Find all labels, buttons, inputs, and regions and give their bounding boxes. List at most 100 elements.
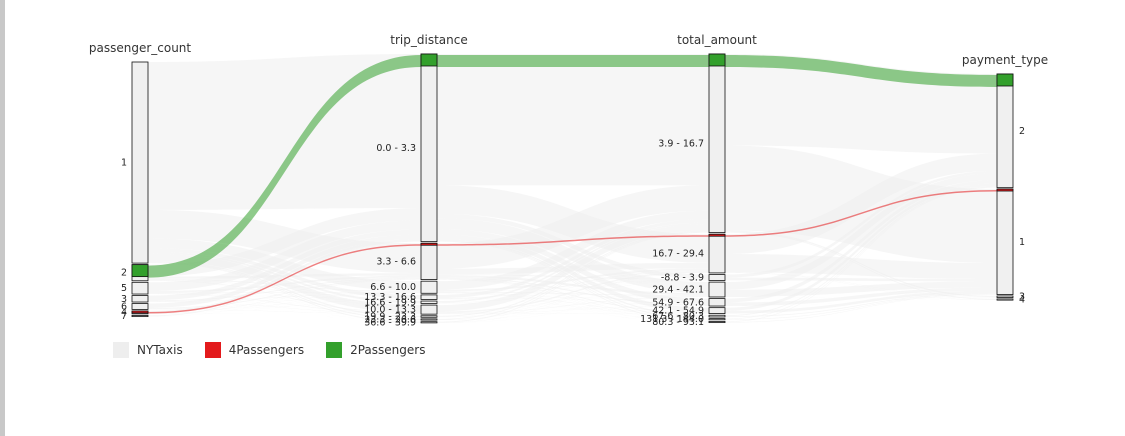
ribbon-base[interactable] bbox=[725, 290, 997, 314]
ribbon-base[interactable] bbox=[725, 296, 997, 301]
ribbon-base[interactable] bbox=[437, 280, 709, 299]
ribbon-base[interactable] bbox=[437, 314, 709, 317]
ribbon-4passengers[interactable] bbox=[148, 244, 421, 314]
ribbon-base[interactable] bbox=[148, 220, 421, 291]
ribbon-base[interactable] bbox=[148, 293, 421, 318]
category-box-trip-distance-0-0-3-3[interactable] bbox=[420, 53, 438, 243]
ribbon-base[interactable] bbox=[148, 54, 421, 210]
category-box-trip-distance-13-3-16-6[interactable] bbox=[420, 294, 438, 300]
ribbon-base[interactable] bbox=[437, 272, 709, 320]
ribbon-base[interactable] bbox=[725, 293, 997, 320]
ribbon-base[interactable] bbox=[148, 293, 421, 321]
ribbon-base[interactable] bbox=[437, 218, 709, 294]
category-box-trip-distance-3-3-6-6[interactable] bbox=[420, 242, 438, 280]
ribbon-base[interactable] bbox=[437, 224, 709, 312]
ribbon-base[interactable] bbox=[437, 222, 709, 303]
ribbon-base[interactable] bbox=[437, 231, 709, 320]
ribbon-base[interactable] bbox=[148, 292, 421, 302]
ribbon-base[interactable] bbox=[148, 261, 421, 320]
ribbon-base[interactable] bbox=[725, 153, 997, 255]
ribbon-base[interactable] bbox=[437, 278, 709, 313]
ribbon-base[interactable] bbox=[148, 293, 421, 304]
ribbon-base[interactable] bbox=[148, 280, 421, 314]
ribbon-base[interactable] bbox=[437, 296, 709, 323]
ribbon-base[interactable] bbox=[725, 281, 997, 297]
dimension-title-total-amount[interactable]: total_amount bbox=[677, 33, 757, 47]
ribbon-base[interactable] bbox=[725, 170, 997, 278]
ribbon-base[interactable] bbox=[437, 296, 709, 320]
ribbon-base[interactable] bbox=[437, 185, 709, 269]
legend-item-2passengers[interactable]: 2Passengers bbox=[326, 342, 425, 358]
ribbon-base[interactable] bbox=[725, 293, 997, 317]
ribbon-base[interactable] bbox=[437, 268, 709, 292]
category-box-payment-type-1[interactable] bbox=[996, 188, 1014, 295]
ribbon-base[interactable] bbox=[437, 303, 709, 314]
ribbon-base[interactable] bbox=[437, 230, 709, 317]
category-box-payment-type-3[interactable] bbox=[996, 295, 1014, 298]
ribbon-base[interactable] bbox=[437, 272, 709, 323]
category-box-trip-distance-19-9-23-3[interactable] bbox=[420, 315, 438, 318]
ribbon-base[interactable] bbox=[725, 277, 997, 282]
ribbon-2passengers[interactable] bbox=[437, 55, 709, 67]
ribbon-base[interactable] bbox=[437, 280, 709, 314]
ribbon-base[interactable] bbox=[148, 280, 421, 320]
ribbon-base[interactable] bbox=[148, 293, 421, 314]
ribbon-base[interactable] bbox=[725, 187, 997, 323]
ribbon-base[interactable] bbox=[148, 299, 421, 314]
ribbon-base[interactable] bbox=[148, 293, 421, 317]
ribbon-base[interactable] bbox=[148, 309, 421, 315]
ribbon-base[interactable] bbox=[437, 279, 709, 292]
ribbon-base[interactable] bbox=[148, 299, 421, 302]
ribbon-base[interactable] bbox=[148, 208, 421, 277]
ribbon-base[interactable] bbox=[437, 292, 709, 306]
ribbon-base[interactable] bbox=[437, 296, 709, 314]
ribbon-base[interactable] bbox=[437, 293, 709, 320]
category-box-passenger-count-3[interactable] bbox=[131, 295, 149, 303]
ribbon-base[interactable] bbox=[148, 234, 421, 308]
ribbon-base[interactable] bbox=[148, 238, 421, 314]
ribbon-base[interactable] bbox=[437, 303, 709, 306]
ribbon-base[interactable] bbox=[437, 305, 709, 314]
ribbon-base[interactable] bbox=[725, 294, 997, 323]
ribbon-base[interactable] bbox=[437, 296, 709, 304]
ribbon-base[interactable] bbox=[148, 294, 421, 323]
category-box-payment-type-4[interactable] bbox=[996, 298, 1014, 301]
category-box-trip-distance-6-6-10-0[interactable] bbox=[420, 280, 438, 294]
ribbon-base[interactable] bbox=[148, 279, 421, 317]
dimension-title-trip-distance[interactable]: trip_distance bbox=[390, 33, 467, 47]
category-box-total-amount-80-3-93-1[interactable] bbox=[708, 321, 726, 324]
ribbon-base[interactable] bbox=[437, 279, 709, 317]
ribbon-base[interactable] bbox=[725, 183, 997, 311]
ribbon-base[interactable] bbox=[437, 293, 709, 323]
category-box-passenger-count-6[interactable] bbox=[131, 303, 149, 310]
category-box-total-amount-42-1-54-9[interactable] bbox=[708, 307, 726, 315]
ribbon-base[interactable] bbox=[148, 299, 421, 310]
ribbon-base[interactable] bbox=[148, 293, 421, 314]
ribbon-base[interactable] bbox=[437, 299, 709, 306]
ribbon-base[interactable] bbox=[437, 275, 709, 296]
legend-item-nytaxis[interactable]: NYTaxis bbox=[113, 342, 183, 358]
category-box-total-amount-3-9-16-7[interactable] bbox=[708, 53, 726, 234]
ribbon-base[interactable] bbox=[148, 303, 421, 310]
ribbon-base[interactable] bbox=[437, 239, 709, 317]
ribbon-base[interactable] bbox=[437, 272, 709, 318]
dimension-title-payment-type[interactable]: payment_type bbox=[962, 53, 1048, 67]
ribbon-base[interactable] bbox=[437, 292, 709, 314]
ribbon-base[interactable] bbox=[148, 251, 421, 304]
ribbon-base[interactable] bbox=[148, 280, 421, 318]
ribbon-base[interactable] bbox=[148, 277, 421, 302]
dimension-title-passenger-count[interactable]: passenger_count bbox=[89, 41, 192, 55]
category-box-total-amount-131-3-144-0[interactable] bbox=[708, 318, 726, 321]
ribbon-base[interactable] bbox=[148, 301, 421, 304]
ribbon-base[interactable] bbox=[437, 277, 709, 306]
category-box-trip-distance-23-3-26-6[interactable] bbox=[420, 318, 438, 321]
ribbon-2passengers[interactable] bbox=[148, 55, 421, 278]
ribbon-2passengers[interactable] bbox=[725, 55, 997, 87]
ribbon-base[interactable] bbox=[725, 186, 997, 317]
ribbon-base[interactable] bbox=[437, 271, 709, 313]
ribbon-base[interactable] bbox=[437, 270, 709, 299]
ribbon-base[interactable] bbox=[437, 299, 709, 314]
ribbon-base[interactable] bbox=[148, 279, 421, 314]
ribbon-base[interactable] bbox=[725, 287, 997, 306]
